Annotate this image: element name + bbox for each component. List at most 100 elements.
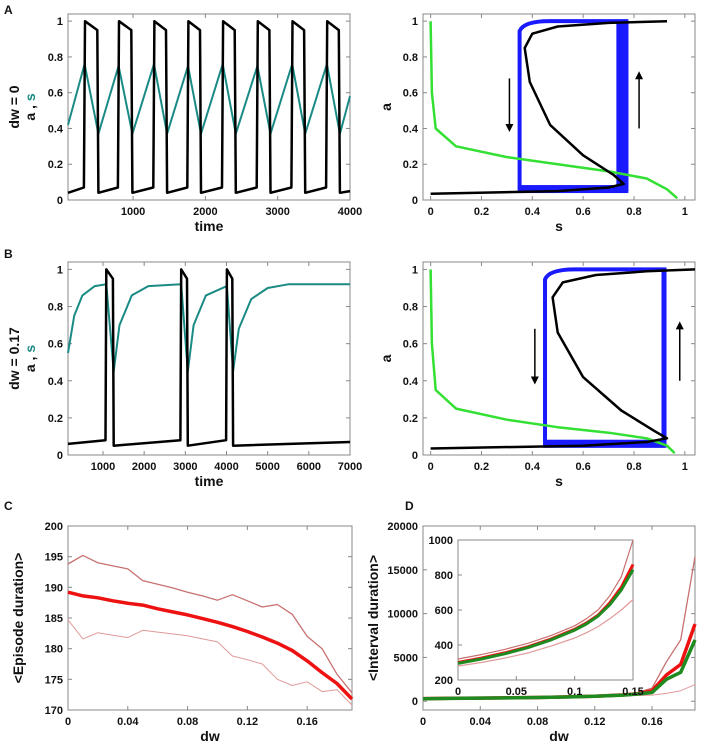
x-tick-label: 0.8 — [626, 206, 641, 218]
y-tick-label: 0.6 — [48, 88, 63, 100]
x-tick-label: 0.12 — [237, 716, 258, 728]
y-tick-label: 800 — [435, 570, 453, 582]
y-tick-label: 200 — [435, 675, 453, 687]
x-tick-label: 0.4 — [525, 461, 541, 473]
y-tick-label: 1 — [412, 16, 418, 28]
y-tick-label: 170 — [45, 705, 63, 717]
x-tick-label: 0.16 — [296, 716, 317, 728]
arrow-head-icon — [505, 124, 514, 133]
y-axis-label: a — [378, 103, 394, 111]
y-tick-label: 400 — [435, 640, 453, 652]
green-line — [422, 639, 697, 701]
x-tick-label: 1 — [682, 206, 688, 218]
x-tick-label: 0.6 — [576, 206, 591, 218]
x-tick-label: 0 — [420, 716, 426, 728]
x-tick-label: 0.16 — [641, 716, 662, 728]
x-axis-label: time — [195, 218, 224, 234]
panel-label-A: A — [4, 3, 13, 17]
x-tick-label: 0.15 — [622, 686, 643, 698]
x-tick-label: 0.04 — [117, 716, 139, 728]
trajectory-noise-band — [661, 269, 667, 446]
axes-D — [422, 525, 697, 711]
a-line — [67, 19, 351, 195]
y-tick-label: 0.8 — [48, 302, 63, 314]
panel-label-D: D — [405, 499, 414, 513]
y-tick-label: 0.6 — [403, 88, 418, 100]
x-tick-label: 0.8 — [626, 461, 641, 473]
y-label-part: a — [22, 364, 38, 372]
x-tick-label: 1 — [682, 461, 688, 473]
x-tick-label: 0.1 — [567, 686, 582, 698]
axes-C — [67, 525, 354, 711]
y-tick-label: 0.8 — [48, 52, 63, 64]
axes-B_time — [67, 261, 351, 456]
trajectory-noise-band — [616, 21, 629, 192]
x-tick-label: 2000 — [193, 206, 217, 218]
x-tick-label: 1000 — [121, 206, 145, 218]
x-tick-label: 4000 — [214, 461, 238, 473]
y-tick-label: 0.4 — [48, 123, 64, 135]
y-tick-label: 0.6 — [403, 339, 418, 351]
y-tick-label: 0.8 — [403, 302, 418, 314]
y-tick-label: 0.4 — [403, 376, 419, 388]
y-axis-label: <Interval duration> — [365, 555, 381, 681]
x-tick-label: 2000 — [132, 461, 156, 473]
trajectory-loop — [517, 19, 629, 194]
y-axis-label: a — [378, 354, 394, 362]
inset-axes-D — [457, 539, 635, 681]
x-tick-label: 0.6 — [576, 461, 591, 473]
s-nullcline-line — [429, 269, 676, 455]
y-label-part: , — [22, 357, 38, 365]
x-tick-label: 6000 — [297, 461, 321, 473]
y-tick-label: 0.2 — [48, 159, 63, 171]
axes-frame — [422, 13, 696, 201]
x-tick-label: 0.08 — [527, 716, 548, 728]
a-nullcline-line — [430, 19, 668, 195]
a-line — [67, 268, 351, 447]
x-axis-label: dw — [549, 728, 569, 744]
y-label-part: s — [22, 93, 38, 105]
y-tick-label: 0.6 — [48, 339, 63, 351]
y-tick-label: 180 — [45, 644, 63, 656]
y-tick-label: 600 — [435, 605, 453, 617]
mean-line — [67, 590, 354, 701]
inset-lower-line — [457, 599, 634, 667]
x-tick-label: 5000 — [255, 461, 279, 473]
axes-A_phase — [422, 13, 696, 201]
inset-upper-line — [457, 539, 634, 660]
y-tick-label: 185 — [45, 613, 63, 625]
panel-label-B: B — [4, 247, 13, 261]
axes-frame — [67, 13, 351, 201]
s-line — [67, 283, 350, 373]
y-tick-label: 0 — [57, 195, 63, 207]
trajectory-loop — [543, 267, 667, 448]
y-tick-label: 0.2 — [48, 413, 63, 425]
x-tick-label: 3000 — [173, 461, 197, 473]
row-label: dw = 0.17 — [6, 327, 22, 390]
y-tick-label: 0 — [412, 450, 418, 462]
y-tick-label: 0.4 — [403, 123, 419, 135]
arrow-head-icon — [675, 321, 684, 330]
y-tick-label: 10000 — [387, 609, 418, 621]
y-tick-label: 0 — [412, 696, 418, 708]
y-tick-label: 0.4 — [48, 376, 64, 388]
y-tick-label: 1 — [57, 264, 63, 276]
axes-B_phase — [422, 261, 696, 456]
y-tick-label: 15000 — [387, 565, 418, 577]
arrow-head-icon — [635, 71, 644, 80]
y-tick-label: 0.2 — [403, 413, 418, 425]
axes-frame — [67, 261, 351, 456]
axes-frame — [67, 525, 353, 711]
x-axis-label: time — [195, 473, 224, 489]
x-tick-label: 7000 — [338, 461, 362, 473]
y-axis-label: <Episode duration> — [10, 553, 26, 684]
x-tick-label: 0.2 — [474, 461, 489, 473]
y-tick-label: 0.2 — [403, 159, 418, 171]
y-tick-label: 20000 — [387, 521, 418, 533]
x-tick-label: 0.05 — [506, 686, 527, 698]
y-tick-label: 0 — [412, 195, 418, 207]
y-axis-label: a , s — [22, 345, 38, 372]
y-tick-label: 195 — [45, 552, 63, 564]
